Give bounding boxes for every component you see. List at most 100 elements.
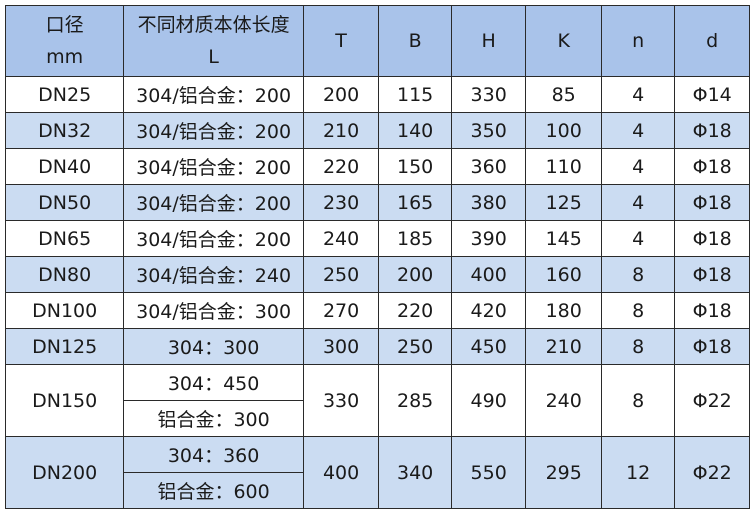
cell-n: 8 (600, 256, 676, 293)
cell-l: 304/铝合金：200 (123, 76, 304, 113)
cell-dn: DN50 (4, 184, 125, 221)
cell-n: 8 (600, 328, 676, 365)
cell-t: 210 (302, 112, 380, 149)
cell-k: 295 (525, 436, 602, 509)
header-length: 不同材质本体长度 L (123, 5, 304, 77)
cell-k: 125 (525, 184, 602, 221)
cell-h: 420 (450, 292, 527, 329)
cell-l2: 铝合金：300 (123, 400, 304, 437)
cell-dn: DN65 (4, 220, 125, 257)
table-row: DN40 304/铝合金：200 220 150 360 110 4 Φ18 (4, 148, 750, 185)
header-n: n (600, 5, 676, 77)
cell-h: 330 (450, 76, 527, 113)
cell-d: Φ18 (674, 256, 750, 293)
table-row: DN150 304：450 330 285 490 240 8 Φ22 (4, 364, 750, 437)
spec-table: 口径 mm 不同材质本体长度 L T B H K n d DN25 304/铝合金：2… (4, 5, 750, 509)
cell-t: 200 (302, 76, 380, 113)
cell-n: 4 (600, 76, 676, 113)
cell-n: 4 (600, 112, 676, 149)
header-b: B (378, 5, 452, 77)
table-row: DN100 304/铝合金：300 270 220 420 180 8 Φ18 (4, 292, 750, 329)
cell-b: 150 (378, 148, 452, 185)
table-row: DN65 304/铝合金：200 240 185 390 145 4 Φ18 (4, 220, 750, 257)
cell-t: 400 (302, 436, 380, 509)
cell-k: 100 (525, 112, 602, 149)
cell-b: 200 (378, 256, 452, 293)
cell-h: 350 (450, 112, 527, 149)
header-line: 口径 (45, 13, 84, 36)
header-row: 口径 mm 不同材质本体长度 L T B H K n d (4, 5, 750, 77)
cell-h: 390 (450, 220, 527, 257)
cell-l: 304：360 (123, 436, 304, 473)
header-k: K (525, 5, 602, 77)
cell-l: 304/铝合金：200 (123, 184, 304, 221)
cell-n: 4 (600, 148, 676, 185)
cell-k: 110 (525, 148, 602, 185)
cell-dn: DN40 (4, 148, 125, 185)
cell-t: 330 (302, 364, 380, 437)
cell-b: 250 (378, 328, 452, 365)
cell-k: 85 (525, 76, 602, 113)
cell-k: 145 (525, 220, 602, 257)
cell-h: 400 (450, 256, 527, 293)
cell-t: 220 (302, 148, 380, 185)
cell-t: 240 (302, 220, 380, 257)
cell-k: 210 (525, 328, 602, 365)
cell-n: 4 (600, 220, 676, 257)
header-diameter: 口径 mm (4, 5, 125, 77)
cell-d: Φ14 (674, 76, 750, 113)
cell-d: Φ18 (674, 112, 750, 149)
cell-b: 165 (378, 184, 452, 221)
cell-dn: DN200 (4, 436, 125, 509)
cell-l: 304/铝合金：200 (123, 148, 304, 185)
cell-dn: DN80 (4, 256, 125, 293)
cell-k: 240 (525, 364, 602, 437)
cell-k: 160 (525, 256, 602, 293)
table-row: DN200 304：360 400 340 550 295 12 Φ22 (4, 436, 750, 509)
cell-d: Φ22 (674, 436, 750, 509)
header-t: T (302, 5, 380, 77)
cell-dn: DN32 (4, 112, 125, 149)
cell-b: 185 (378, 220, 452, 257)
cell-h: 450 (450, 328, 527, 365)
cell-d: Φ18 (674, 220, 750, 257)
cell-b: 285 (378, 364, 452, 437)
table-row: DN80 304/铝合金：240 250 200 400 160 8 Φ18 (4, 256, 750, 293)
cell-l2: 铝合金：600 (123, 472, 304, 509)
cell-t: 250 (302, 256, 380, 293)
cell-b: 220 (378, 292, 452, 329)
cell-t: 270 (302, 292, 380, 329)
cell-n: 12 (600, 436, 676, 509)
cell-d: Φ18 (674, 328, 750, 365)
cell-l: 304：450 (123, 364, 304, 401)
cell-k: 180 (525, 292, 602, 329)
cell-d: Φ18 (674, 184, 750, 221)
header-unit: mm (46, 46, 84, 68)
cell-n: 8 (600, 292, 676, 329)
table-row: DN25 304/铝合金：200 200 115 330 85 4 Φ14 (4, 76, 750, 113)
cell-d: Φ18 (674, 148, 750, 185)
cell-dn: DN150 (4, 364, 125, 437)
table-row: DN32 304/铝合金：200 210 140 350 100 4 Φ18 (4, 112, 750, 149)
cell-dn: DN25 (4, 76, 125, 113)
table-row: DN50 304/铝合金：200 230 165 380 125 4 Φ18 (4, 184, 750, 221)
cell-l: 304：300 (123, 328, 304, 365)
cell-h: 380 (450, 184, 527, 221)
table-row: 铝合金：600 (6, 472, 750, 509)
header-h: H (450, 5, 527, 77)
cell-t: 300 (302, 328, 380, 365)
cell-d: Φ22 (674, 364, 750, 437)
table-row: DN125 304：300 300 250 450 210 8 Φ18 (4, 328, 750, 365)
cell-l: 304/铝合金：240 (123, 256, 304, 293)
header-unit: L (208, 46, 219, 68)
header-line: 不同材质本体长度 (137, 13, 290, 36)
header-d: d (674, 5, 750, 77)
table-row: 铝合金：300 (6, 400, 750, 437)
cell-b: 340 (378, 436, 452, 509)
cell-l: 304/铝合金：200 (123, 220, 304, 257)
cell-n: 4 (600, 184, 676, 221)
cell-n: 8 (600, 364, 676, 437)
cell-dn: DN125 (4, 328, 125, 365)
cell-t: 230 (302, 184, 380, 221)
cell-b: 115 (378, 76, 452, 113)
